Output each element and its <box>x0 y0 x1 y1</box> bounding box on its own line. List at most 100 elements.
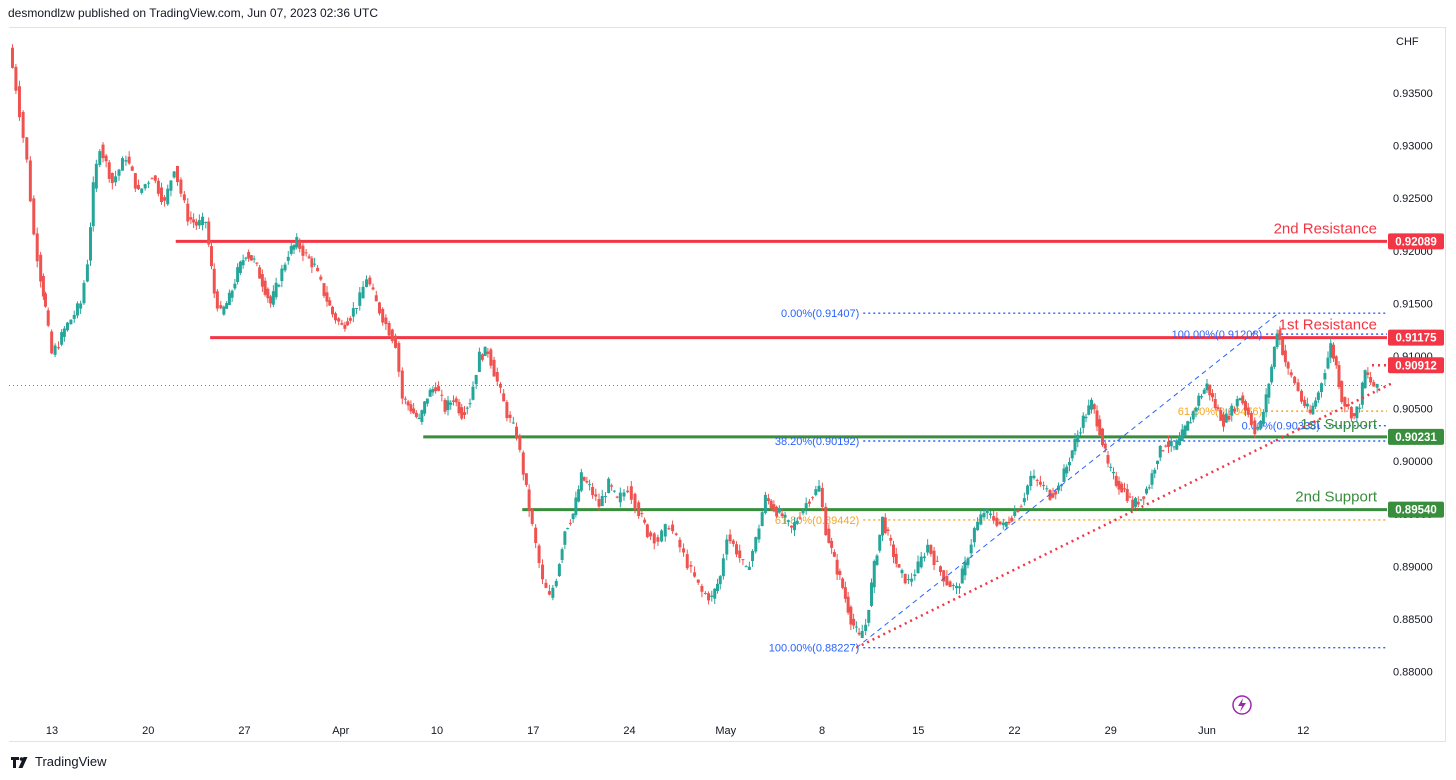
candle <box>127 156 131 164</box>
candle <box>417 417 421 419</box>
candle <box>1180 429 1184 442</box>
candle <box>1035 479 1039 481</box>
candle <box>60 332 64 345</box>
candle <box>1334 356 1338 366</box>
candle <box>117 169 121 176</box>
candle <box>622 492 626 497</box>
x-tick-label: 8 <box>819 725 825 737</box>
candle <box>98 151 102 165</box>
candle <box>1200 396 1203 398</box>
candle <box>1090 399 1093 410</box>
candle <box>913 574 917 577</box>
candle <box>498 383 502 388</box>
candle <box>1296 382 1300 391</box>
candle <box>716 583 719 591</box>
candle <box>153 175 157 181</box>
candle <box>607 478 611 494</box>
candle <box>682 548 686 553</box>
candle <box>437 386 441 391</box>
candle <box>384 317 388 325</box>
candle <box>710 595 714 597</box>
candle <box>1065 466 1069 474</box>
price-tag-box <box>1388 329 1444 346</box>
candle <box>966 558 970 566</box>
lightning-icon-bolt <box>1238 698 1246 712</box>
candle <box>10 47 14 68</box>
x-tick-label: 22 <box>1008 725 1020 737</box>
chart-area[interactable] <box>9 27 1446 742</box>
candle <box>551 587 555 598</box>
candle <box>101 144 105 159</box>
candle <box>1314 400 1318 407</box>
candle <box>75 303 79 316</box>
price-tag-box <box>1388 501 1444 518</box>
candle <box>1161 450 1165 452</box>
candle <box>757 528 761 540</box>
candle <box>1219 410 1223 421</box>
candle <box>979 514 983 525</box>
candle <box>1123 488 1126 490</box>
fib-diagonal <box>856 312 1279 649</box>
candle <box>988 513 992 516</box>
candle <box>798 517 802 519</box>
candle <box>731 540 735 544</box>
candle <box>830 540 834 548</box>
y-tick-label: 0.91500 <box>1393 298 1433 310</box>
candle <box>780 513 784 517</box>
candle <box>1278 329 1282 340</box>
candle <box>1235 399 1239 407</box>
candle <box>72 314 76 319</box>
candle <box>932 550 936 566</box>
y-tick-label: 0.92000 <box>1393 246 1433 258</box>
y-tick-label: 0.90500 <box>1393 404 1433 416</box>
candle <box>897 564 901 568</box>
x-tick-label: 15 <box>912 725 924 737</box>
candle <box>41 276 45 297</box>
candle <box>817 485 821 492</box>
candle <box>1369 377 1373 383</box>
candle <box>1042 485 1046 487</box>
candle <box>894 553 898 564</box>
candle <box>544 582 548 588</box>
candle <box>1316 392 1320 400</box>
candle <box>227 292 231 305</box>
candle <box>693 572 697 577</box>
candle <box>1051 493 1055 498</box>
candle <box>189 217 193 220</box>
candle <box>610 485 614 487</box>
candle <box>25 137 29 160</box>
candle <box>579 472 583 491</box>
candle <box>916 561 920 574</box>
candle <box>1323 373 1327 380</box>
candle <box>371 287 375 290</box>
candle <box>689 565 693 567</box>
candle <box>763 494 767 513</box>
price-tag-box <box>1388 428 1444 445</box>
lightning-icon <box>1232 695 1252 715</box>
candle <box>319 276 323 280</box>
candle <box>568 522 572 524</box>
candle <box>120 158 124 171</box>
candle <box>1172 446 1176 448</box>
candle <box>346 321 350 326</box>
candle <box>423 401 427 414</box>
x-tick-label: 24 <box>623 725 635 737</box>
candle <box>772 504 776 512</box>
candle <box>107 162 111 179</box>
candle <box>537 545 541 564</box>
tradingview-logo-icon[interactable] <box>10 755 30 769</box>
candle <box>17 86 21 118</box>
candle <box>594 494 598 497</box>
candle <box>457 401 461 414</box>
candle <box>50 331 54 354</box>
candle <box>875 555 879 565</box>
candle <box>53 345 57 355</box>
candle <box>69 319 73 325</box>
candle <box>62 328 66 337</box>
candle <box>811 497 815 499</box>
candle <box>343 324 347 329</box>
candle <box>660 530 664 542</box>
candle <box>124 160 128 162</box>
overlay-layer <box>855 312 1395 715</box>
